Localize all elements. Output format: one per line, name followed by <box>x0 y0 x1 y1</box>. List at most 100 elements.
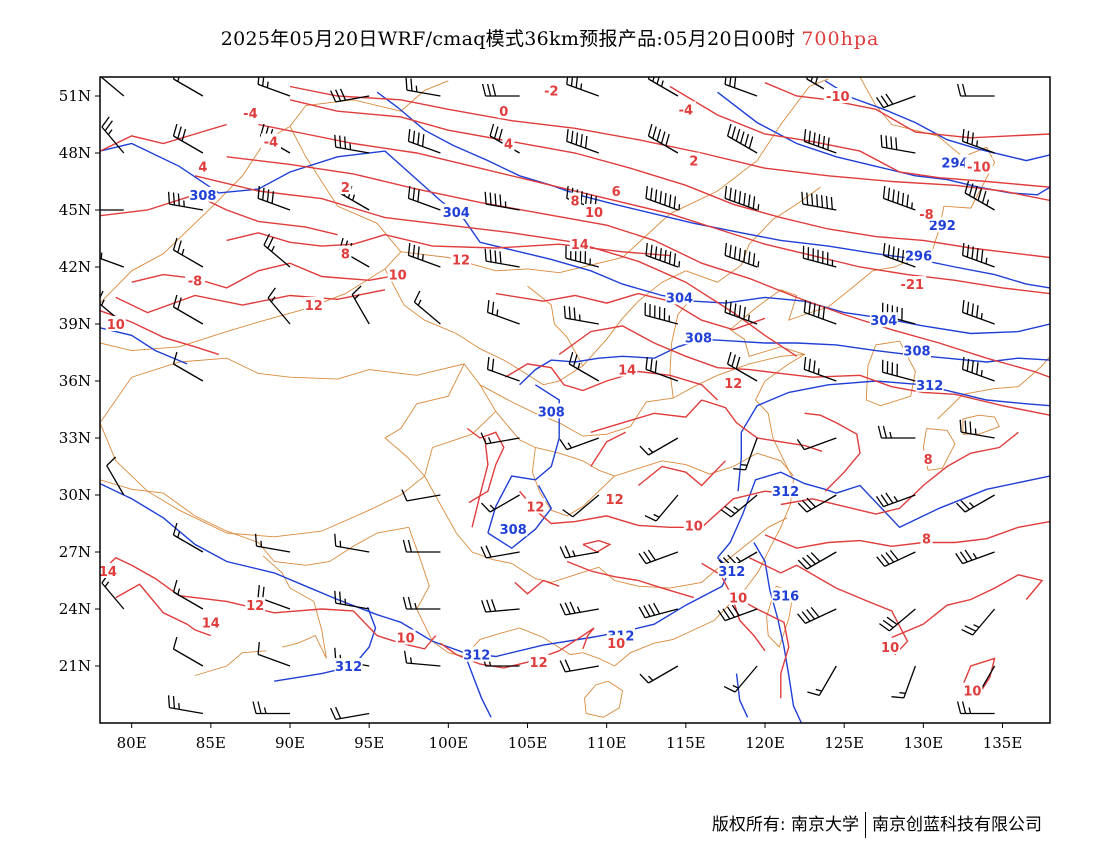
geopotential-label-bg <box>915 376 944 392</box>
longitude-axis: 80E 85E 90E 95E 100E 105E 110E 115E 120E 125E 130E… <box>117 723 1022 752</box>
temperature-label: 10 <box>685 519 703 534</box>
boundary-line <box>289 80 449 127</box>
lat-tick-label: 48N <box>59 144 91 162</box>
lon-tick-label: 90E <box>275 734 305 752</box>
wind-barb <box>644 302 679 325</box>
wind-barb <box>964 180 995 211</box>
temperature-contour <box>590 399 703 433</box>
wind-barb <box>257 77 291 97</box>
temperature-label: 12 <box>452 253 470 268</box>
temperature-label-bg <box>584 203 604 219</box>
temperature-contour <box>701 399 823 452</box>
temperature-label: 14 <box>571 238 589 253</box>
temperature-label: 10 <box>107 318 125 333</box>
geopotential-label-bg <box>537 403 566 419</box>
wind-barb <box>402 539 441 553</box>
wind-barb <box>645 357 679 382</box>
geopotential-contour <box>735 673 749 718</box>
temperature-label-bg <box>261 133 281 149</box>
wind-barb <box>956 494 995 513</box>
temperature-contour <box>115 583 212 637</box>
temperature-label: 2 <box>689 155 698 170</box>
geopotential-label: 312 <box>335 660 362 675</box>
temperature-contours <box>100 82 1050 699</box>
temperature-contour <box>514 579 560 595</box>
geopotential-contour <box>737 432 742 492</box>
temperature-label-bg <box>528 654 549 670</box>
temperature-contour <box>289 85 1050 202</box>
boundary-line <box>408 77 996 667</box>
wind-barb <box>961 357 995 382</box>
geopotential-label-bg <box>928 217 957 233</box>
geopotential-contour <box>753 542 803 723</box>
wind-barbs <box>100 77 996 721</box>
temperature-label: 10 <box>729 592 747 607</box>
geopotential-label-bg <box>717 563 746 578</box>
wind-barb <box>961 243 995 268</box>
geopotential-label: 308 <box>685 331 712 346</box>
temperature-label-bg <box>569 192 581 208</box>
wind-barb <box>880 134 916 154</box>
temperature-label-bg <box>451 251 471 267</box>
wind-barb <box>167 695 204 715</box>
temperature-label-bg <box>962 682 983 698</box>
wind-barb <box>724 186 760 211</box>
lat-tick-label: 45N <box>59 201 91 219</box>
wind-barb <box>172 294 204 325</box>
wind-barb <box>330 88 370 103</box>
temperature-label-bg <box>339 179 352 195</box>
lon-tick-label: 125E <box>824 734 864 752</box>
lat-tick-label: 36N <box>59 372 91 390</box>
wind-barb <box>961 608 996 636</box>
boundary-line <box>922 428 956 471</box>
wind-barb <box>959 419 995 439</box>
temperature-label-bg <box>606 635 627 651</box>
temperature-contour <box>732 595 790 699</box>
temperature-contour <box>115 289 386 314</box>
temperature-contour <box>637 460 726 487</box>
temperature-contour <box>194 175 798 357</box>
wind-barb <box>955 549 995 565</box>
geopotential-label: 308 <box>189 189 216 204</box>
temperature-label-bg <box>922 450 935 466</box>
temperature-label-bg <box>497 103 510 119</box>
wind-barb <box>167 191 204 211</box>
boundary-line <box>865 340 916 407</box>
wind-barb <box>100 208 124 211</box>
temperature-contour <box>352 610 437 650</box>
wind-barb <box>803 300 837 325</box>
temperature-label: 2 <box>341 181 350 196</box>
wind-barb <box>639 665 679 684</box>
temperature-label: 14 <box>618 364 636 379</box>
wind-barb <box>956 83 995 97</box>
lat-tick-label: 27N <box>59 543 91 561</box>
geopotential-label-bg <box>499 521 528 537</box>
temperature-label-bg <box>898 276 927 292</box>
wind-barb <box>566 77 600 97</box>
temperature-contour <box>471 437 489 528</box>
temperature-label: 12 <box>724 377 742 392</box>
temperature-label: 10 <box>881 641 899 656</box>
temperature-label-bg <box>502 135 515 151</box>
wind-barb <box>638 549 679 565</box>
boundary-line <box>100 479 409 566</box>
wind-barb <box>724 300 758 325</box>
geopotential-label-bg <box>442 203 471 219</box>
geopotential-label-bg <box>684 329 713 345</box>
wind-barb <box>334 134 370 154</box>
wind-barb <box>407 129 441 154</box>
temperature-contour <box>495 292 766 331</box>
temperature-label-bg <box>687 152 700 168</box>
wind-barb <box>566 129 600 154</box>
wind-barb <box>172 636 204 667</box>
wind-barb <box>724 77 758 97</box>
wind-barb <box>879 608 916 632</box>
wind-barb <box>257 186 291 211</box>
boundary-line <box>669 295 695 399</box>
geopotential-label: 312 <box>718 565 745 580</box>
footer-divider <box>865 812 866 838</box>
geopotential-label: 316 <box>772 590 799 605</box>
geopotential-contour <box>716 471 1050 559</box>
geopotential-label: 308 <box>500 523 527 538</box>
temperature-label: 8 <box>570 195 579 210</box>
